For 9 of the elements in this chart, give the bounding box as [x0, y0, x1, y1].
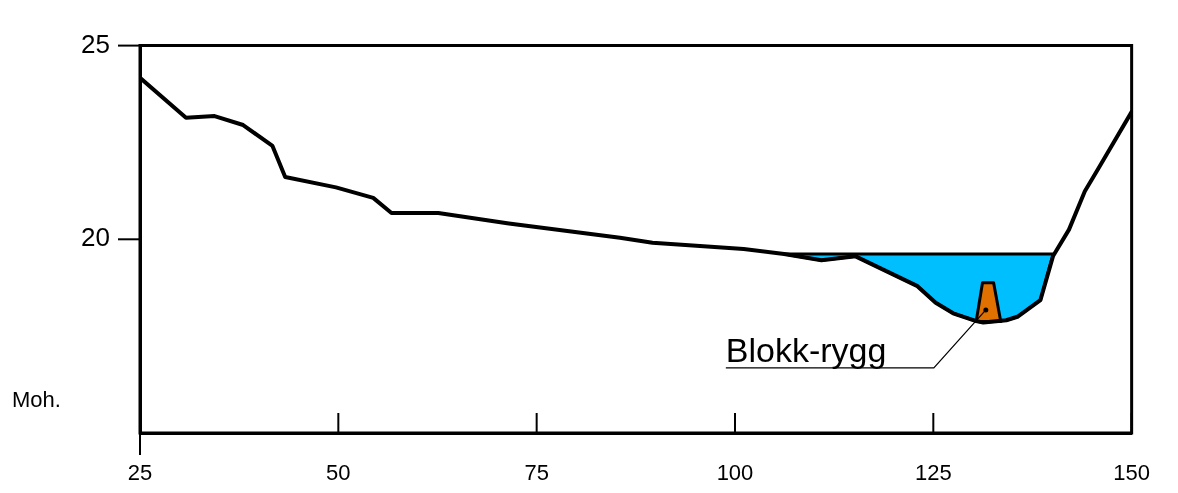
y-tick-label: 20 [81, 222, 110, 253]
x-tick-label: 75 [524, 460, 549, 486]
x-tick-label: 150 [1113, 460, 1151, 486]
x-tick-label: 50 [326, 460, 351, 486]
annotation: Blokk-rygg [725, 330, 887, 369]
x-tick-label: 125 [914, 460, 952, 486]
x-tick-label: 100 [716, 460, 754, 486]
x-tick-label: 25 [127, 460, 153, 486]
y-axis-title: Moh. [12, 387, 61, 413]
